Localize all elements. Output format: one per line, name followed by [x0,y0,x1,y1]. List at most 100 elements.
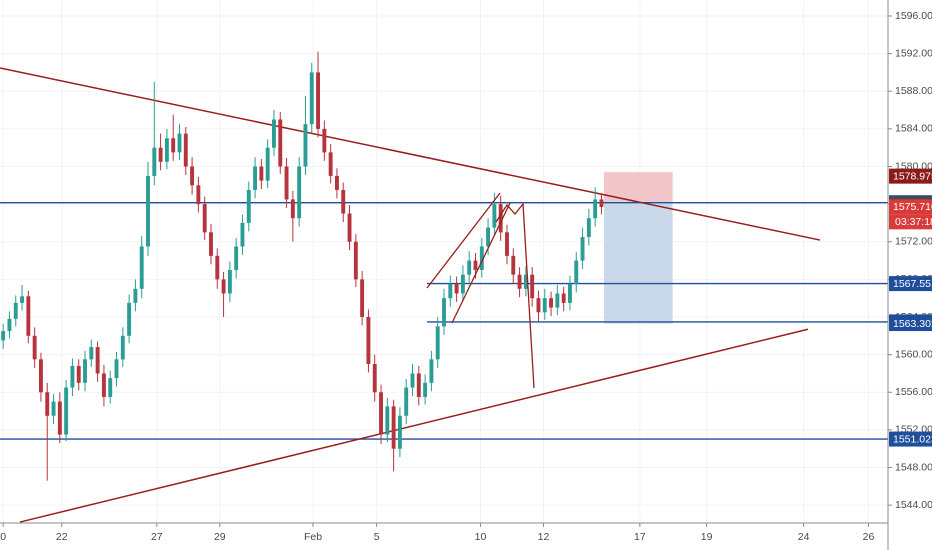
candle-body [366,316,371,365]
countdown-label: 03:37:18 [895,216,932,228]
candle-body [492,204,497,228]
candle-body [70,365,75,388]
candle-body [486,227,491,247]
price-tag [889,316,932,332]
candle-body [259,166,264,181]
candle-body [498,204,503,233]
candles [1,51,604,481]
candle-body [360,279,365,317]
candle-body [593,199,598,219]
drawings [0,67,888,523]
candle-body [574,260,579,285]
pattern-line [426,192,501,289]
candle-body [397,415,402,449]
candle-body [391,406,396,449]
candle-body [416,373,421,397]
candle-body [511,255,516,275]
price-tag-label: 1551.023 [893,433,932,445]
candle-body [221,279,226,294]
y-tick-label: 1560.000 [895,348,932,360]
candle-body [20,296,24,303]
candle-body [467,260,472,275]
candle-body [202,204,207,233]
y-tick-label: 1596.000 [895,10,932,22]
price-tag [889,199,932,215]
candle-body [460,274,465,294]
candle-body [505,232,509,256]
candle-body [32,335,37,360]
candle-body [479,246,484,270]
candle-body [442,298,446,327]
x-tick-label: 24 [798,531,810,543]
countdown-tag [889,214,932,230]
price-tag [889,276,932,292]
pattern-line [451,202,511,324]
candle-body [372,364,377,393]
candle-body [599,199,604,207]
x-tick-label: 22 [56,531,68,543]
candle-body [549,298,554,308]
candle-body [209,232,213,256]
candle-body [177,133,182,153]
candle-body [379,392,383,435]
candle-body [536,298,541,313]
y-tick-label: 1592.000 [895,47,932,59]
candle-body [341,190,346,214]
price-tag [889,431,932,447]
candle-body [101,373,106,397]
candle-body [215,255,220,280]
candle-body [454,284,459,294]
y-tick-label: 1572.000 [895,236,932,248]
candle-body [246,190,251,223]
candle-body [334,175,339,191]
candle-body [196,185,201,205]
trend-line [0,67,821,241]
candle-body [45,392,50,416]
candle-body [297,166,302,219]
candle-body [95,347,100,374]
x-tick-label: 17 [634,531,646,543]
candle-body [328,152,333,176]
candle-body [171,138,176,153]
candle-body [265,147,270,181]
candle-body [89,347,94,360]
candle-body [26,296,31,336]
x-tick-label: 0 [0,531,6,543]
candle-body [83,359,87,383]
candle-body [139,246,144,289]
candle-body [435,326,440,360]
candle-body [290,199,295,219]
candle-body [51,401,56,416]
x-tick-label: 12 [538,531,550,543]
candle-body [385,406,390,435]
candle-body [316,72,320,129]
candle-body [530,274,535,299]
trend-line [19,328,809,523]
candle-body [523,274,528,289]
candle-body [586,218,591,238]
candle-body [404,387,409,416]
candle-body [429,359,434,383]
candle-body [353,241,358,280]
candle-body [146,175,150,247]
candle-body [234,246,239,270]
x-tick-label: Feb [304,531,322,543]
candle-body [284,166,289,200]
candle-body [448,284,453,299]
price-tag-label: 1567.551 [893,278,932,290]
candle-body [183,133,188,167]
candle-body [1,331,6,341]
x-tick-label: 29 [214,531,226,543]
candle-body [347,213,352,242]
candle-body [190,166,195,186]
candle-body [57,401,62,435]
y-tick-label: 1544.000 [895,499,932,511]
y-tick-label: 1548.000 [895,461,932,473]
candle-body [7,318,12,332]
candle-body [517,274,522,289]
x-tick-label: 19 [701,531,713,543]
candle-body [120,335,125,360]
candle-body [64,387,69,435]
candle-body [303,124,308,167]
price-tag [889,168,932,184]
